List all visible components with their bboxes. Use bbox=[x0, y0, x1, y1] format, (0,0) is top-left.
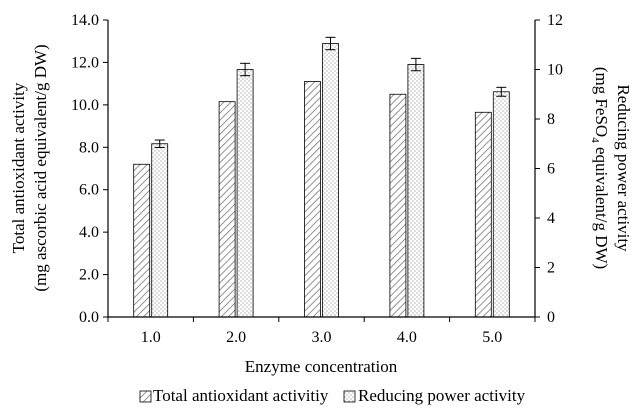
left-tick-label-12.0: 12.0 bbox=[71, 54, 99, 71]
right-tick-label-12: 12 bbox=[547, 12, 563, 29]
bar-total-antioxidant-2.0 bbox=[218, 101, 236, 318]
x-tick-label-3.0: 3.0 bbox=[312, 329, 332, 346]
bars-layer bbox=[133, 43, 510, 318]
right-tick-label-6: 6 bbox=[547, 161, 555, 178]
right-y-axis-label: Reducing power activity (mg FeSO4 equiva… bbox=[589, 67, 633, 269]
right-y-label-line2: (mg FeSO4 equivalent/g DW) bbox=[589, 67, 611, 269]
legend: Total antioxidant activitiy Reducing pow… bbox=[139, 386, 526, 405]
right-tick-label-2: 2 bbox=[547, 260, 555, 277]
left-tick-label-0.0: 0.0 bbox=[79, 309, 99, 326]
left-tick-label-8.0: 8.0 bbox=[79, 139, 99, 156]
left-tick-label-10.0: 10.0 bbox=[71, 97, 99, 114]
x-tick-label-2.0: 2.0 bbox=[226, 329, 246, 346]
bar-reducing-power-5.0 bbox=[492, 91, 510, 318]
right-tick-label-10: 10 bbox=[547, 62, 563, 79]
bar-total-antioxidant-4.0 bbox=[389, 93, 407, 318]
bar-reducing-power-4.0 bbox=[407, 64, 425, 318]
left-y-axis-label: Total antioxidant activity (mg ascorbic … bbox=[9, 44, 50, 291]
x-axis-label: Enzyme concentration bbox=[245, 357, 398, 376]
x-tick-label-5.0: 5.0 bbox=[482, 329, 502, 346]
legend-swatch-reducing-power bbox=[343, 390, 356, 403]
legend-label-reducing-power: Reducing power activity bbox=[358, 386, 526, 405]
bar-total-antioxidant-1.0 bbox=[133, 163, 151, 318]
legend-swatch-total-antioxidant bbox=[139, 390, 152, 403]
x-ticks: 1.0 2.0 3.0 4.0 5.0 bbox=[107, 317, 536, 346]
error-bars-layer bbox=[154, 36, 507, 148]
right-y-ticks: 0 2 4 6 8 10 12 bbox=[535, 12, 563, 326]
bar-reducing-power-1.0 bbox=[151, 143, 169, 318]
bar-total-antioxidant-5.0 bbox=[474, 111, 492, 318]
right-tick-label-0: 0 bbox=[547, 309, 555, 326]
left-tick-label-4.0: 4.0 bbox=[79, 224, 99, 241]
left-tick-label-6.0: 6.0 bbox=[79, 182, 99, 199]
left-y-ticks: 0.0 2.0 4.0 6.0 8.0 10.0 12.0 14.0 bbox=[71, 12, 108, 326]
right-tick-label-8: 8 bbox=[547, 111, 555, 128]
left-tick-label-2.0: 2.0 bbox=[79, 267, 99, 284]
bar-total-antioxidant-3.0 bbox=[304, 81, 321, 318]
right-y-label-line1: Reducing power activity bbox=[614, 84, 633, 252]
left-y-label-line1: Total antioxidant activity bbox=[9, 82, 28, 253]
legend-label-total-antioxidant: Total antioxidant activitiy bbox=[153, 386, 329, 405]
right-tick-label-4: 4 bbox=[547, 210, 555, 227]
axes bbox=[107, 20, 536, 318]
bar-reducing-power-2.0 bbox=[236, 69, 254, 318]
left-tick-label-14.0: 14.0 bbox=[71, 12, 99, 29]
x-tick-label-4.0: 4.0 bbox=[397, 329, 417, 346]
bar-reducing-power-3.0 bbox=[322, 43, 339, 318]
x-tick-label-1.0: 1.0 bbox=[141, 329, 161, 346]
left-y-label-line2: (mg ascorbic acid equivalent/g DW) bbox=[31, 44, 50, 291]
